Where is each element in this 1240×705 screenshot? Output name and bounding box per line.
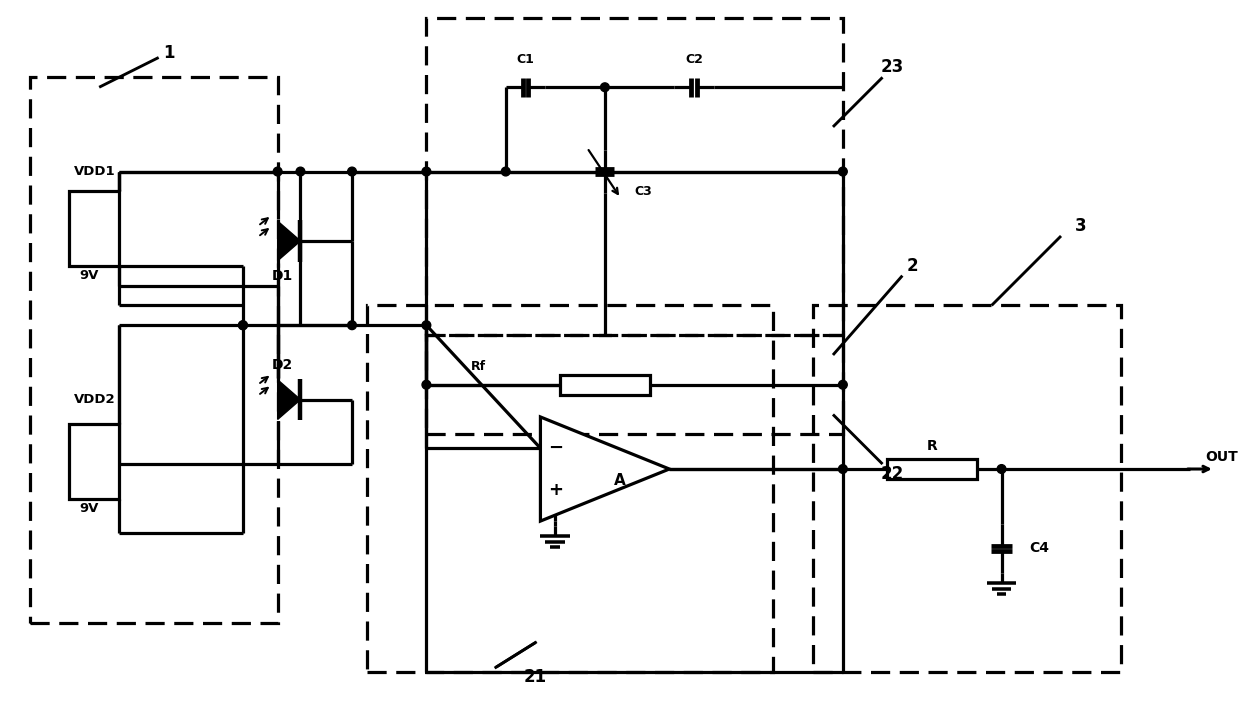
Text: VDD1: VDD1 [74,165,117,178]
Bar [888,459,977,479]
Text: +: + [548,481,563,499]
Text: D1: D1 [272,269,293,283]
Polygon shape [541,417,670,521]
Text: 2: 2 [906,257,918,275]
Text: 22: 22 [880,465,904,483]
Circle shape [422,167,430,176]
Text: C1: C1 [517,53,534,66]
Circle shape [238,321,247,330]
Text: 3: 3 [1075,217,1086,235]
Text: VDD2: VDD2 [74,393,117,406]
Text: −: − [548,439,563,457]
Text: 21: 21 [525,668,547,686]
Circle shape [838,167,847,176]
Circle shape [347,167,356,176]
Circle shape [296,167,305,176]
Text: 9V: 9V [79,502,99,515]
Bar [813,305,1121,673]
Circle shape [997,465,1006,473]
Text: C3: C3 [635,185,652,198]
Circle shape [273,167,281,176]
Text: 23: 23 [880,59,904,76]
Text: R: R [926,439,937,453]
Bar [30,78,278,623]
Circle shape [838,381,847,389]
Bar [560,375,650,395]
Text: C2: C2 [686,53,703,66]
Bar [427,18,843,335]
Circle shape [838,465,847,473]
Circle shape [501,167,510,176]
Polygon shape [278,380,300,419]
Bar [69,424,119,498]
Text: Rf: Rf [471,360,486,374]
Text: D2: D2 [272,358,293,372]
Bar [367,305,774,673]
Text: C4: C4 [1029,541,1049,556]
Polygon shape [278,221,300,261]
Text: A: A [614,474,626,489]
Bar [427,335,843,434]
Text: 1: 1 [162,44,175,61]
Circle shape [347,321,356,330]
Circle shape [422,381,430,389]
Circle shape [600,83,609,92]
Text: 9V: 9V [79,269,99,282]
Circle shape [238,321,247,330]
Circle shape [422,321,430,330]
Bar [69,191,119,266]
Text: OUT: OUT [1205,450,1238,464]
